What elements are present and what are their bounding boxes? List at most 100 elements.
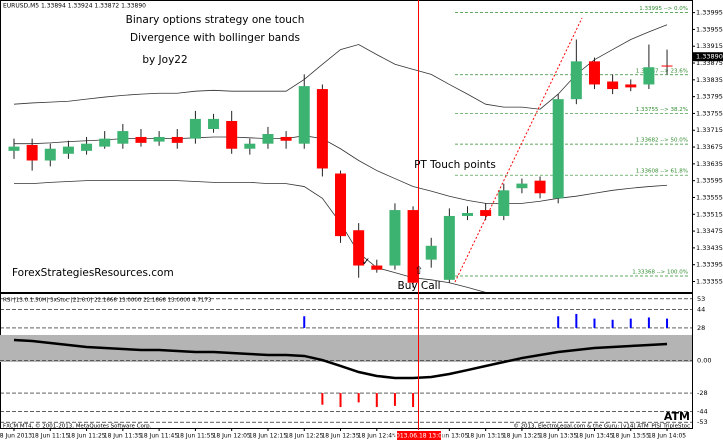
candle-body [99, 138, 111, 147]
y-tick-label: 53 [697, 295, 705, 303]
x-tick-label: 18 Jun 11:55 [176, 433, 214, 440]
y-tick-label: 1.33915 [696, 42, 723, 50]
annotation: ✓ [362, 256, 371, 268]
annotation: by Joy22 [142, 54, 187, 66]
axes: 1.33995 1.33955 1.33915 1.33875 1.33835 1.337… [0, 9, 723, 440]
y-tick-label: 1.33595 [696, 177, 723, 185]
candle-body [44, 148, 56, 161]
annotation: PT Touch points [414, 159, 496, 171]
candle-body [425, 245, 437, 260]
candle-body [189, 118, 201, 139]
candle-body [443, 215, 455, 280]
candle-body [480, 210, 492, 216]
candle-body [588, 61, 600, 85]
indicator-bar [375, 393, 378, 408]
candle-body [643, 67, 655, 85]
indicator-bar [647, 317, 650, 328]
x-tick-label: 18 Jun 11:15 [31, 433, 69, 440]
footer-right: © 2013, ElectroLegal.com & the Guru: [v1… [513, 423, 690, 430]
candle-body [353, 230, 365, 266]
indicator-bar [339, 393, 342, 408]
trend-line [454, 17, 583, 283]
crosshair-label-bg [397, 431, 441, 440]
badge: ATM [664, 410, 690, 423]
candle-body [280, 136, 292, 141]
x-tick-label: 18 Jun 13:55 [612, 433, 650, 440]
indicator-bar [321, 393, 324, 405]
indicator-plot [0, 298, 692, 423]
x-tick-label: 18 Jun 13:35 [539, 433, 577, 440]
fibo-label: 1.33755 --> 38.2% [636, 107, 688, 113]
candle-body [62, 146, 74, 154]
candle-body [552, 99, 564, 199]
indicator-bar [666, 318, 669, 328]
x-tick-label: 18 Jun 12:15 [249, 433, 287, 440]
y-tick-label: -28 [697, 389, 708, 397]
y-tick-label: 1.33715 [696, 126, 723, 134]
candle-body [8, 146, 20, 151]
x-tick-label: 18 Jun 13:25 [503, 433, 541, 440]
candle-body [226, 121, 238, 149]
annotation: Divergence with bollinger bands [130, 32, 300, 44]
indicator-bar [575, 313, 578, 328]
x-tick-label: 18 Jun 13:15 [467, 433, 505, 440]
x-tick-label: 18 Jun 11:25 [67, 433, 105, 440]
y-tick-label: 1.33555 [696, 193, 723, 201]
y-tick-label: 1.33675 [696, 143, 723, 151]
candle-body [462, 213, 473, 216]
indicator-bar [557, 316, 560, 328]
annotation: ⇧ [415, 265, 424, 277]
candle-body [135, 136, 147, 143]
y-tick-label: 1.33955 [696, 25, 723, 33]
y-tick-label: 1.33475 [696, 227, 723, 235]
fibo-label: 1.33995 --> 0.0% [639, 6, 688, 12]
crosshair-label: 2013.06.18 13:00 [392, 433, 446, 440]
x-tick-label: 18 Jun 11:35 [104, 433, 142, 440]
y-tick-label: 1.33395 [696, 261, 723, 269]
x-tick-label: 18 Jun 2013 [0, 433, 32, 440]
y-tick-label: 0.00 [697, 357, 711, 365]
header: EURUSD,M5 1.33894 1.33924 1.33872 1.3389… [3, 3, 146, 10]
candle-body [516, 183, 528, 189]
main-plot: 1.33995 --> 0.0% 1.33847 --> 23.6% 1.33755… [8, 6, 690, 292]
candle-body [117, 131, 129, 144]
y-tick-label: 1.33435 [696, 244, 723, 252]
y-tick-label: 1.33835 [696, 76, 723, 84]
indicator-bar [629, 318, 632, 328]
y-tick-label: 1.33795 [696, 93, 723, 101]
fibo-label: 1.33682 --> 50.0% [636, 138, 688, 144]
candle-body [316, 89, 328, 169]
indicator-bar [593, 318, 596, 328]
candle-body [171, 136, 183, 143]
candle-body [570, 61, 582, 100]
candle-body [262, 134, 274, 144]
y-tick-label: 1.33875 [696, 59, 723, 67]
indicator-line [13, 338, 668, 380]
fibo-label: 1.33368 --> 100.0% [632, 270, 688, 276]
y-tick-label: 28 [697, 324, 705, 332]
x-tick-label: 18 Jun 12:45 [358, 433, 396, 440]
fibo-label: 1.33608 --> 61.8% [636, 169, 688, 175]
indicator-bar [393, 393, 396, 406]
fibo-label: 1.33847 --> 23.6% [636, 68, 688, 74]
y-tick-label: -53 [697, 418, 708, 426]
candle-body [335, 173, 347, 237]
current-price-label: 1.33890 [696, 53, 723, 61]
x-tick-label: 18 Jun 12:35 [321, 433, 359, 440]
candle-body [661, 65, 673, 67]
y-tick-label: 1.33635 [696, 160, 723, 168]
y-tick-label: -44 [697, 408, 708, 416]
current-price-marker [693, 52, 723, 62]
candle-body [26, 144, 38, 161]
footer-left: FXCM MT4, © 2001-2013, MetaQuotes Softwa… [3, 423, 152, 430]
indicator-bar [303, 316, 306, 328]
y-tick-label: 1.33755 [696, 109, 723, 117]
indicator-bar [357, 393, 360, 403]
candle-body [81, 143, 93, 151]
indicator-title: RSI [13.0.1.50H] 3xStoc [21.6.0] 22.1666… [3, 298, 212, 304]
candle-body [625, 84, 637, 88]
candle-body [208, 118, 220, 129]
y-tick-label: 1.33355 [696, 277, 723, 285]
